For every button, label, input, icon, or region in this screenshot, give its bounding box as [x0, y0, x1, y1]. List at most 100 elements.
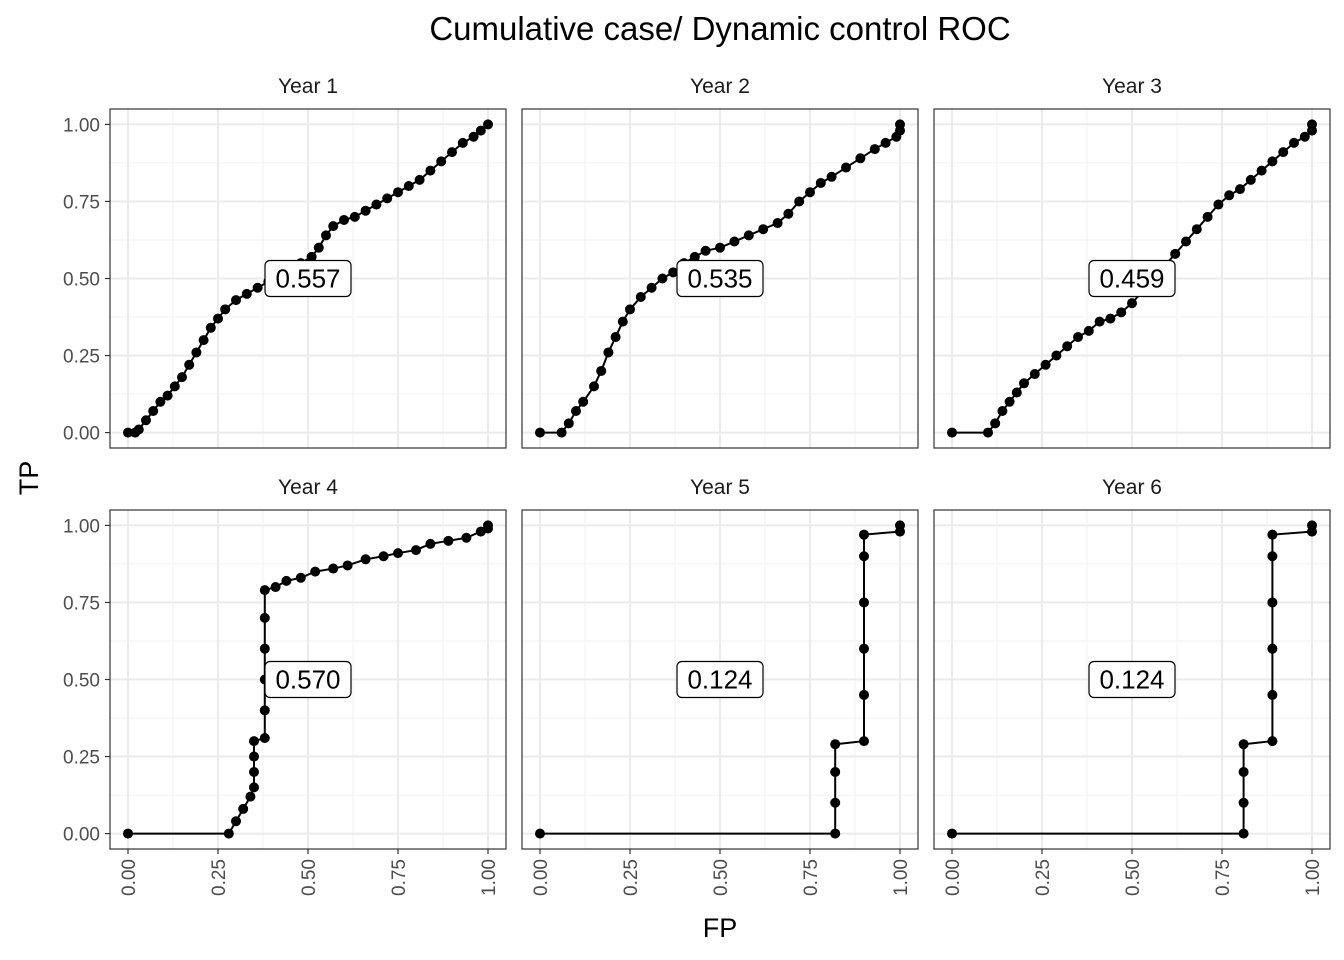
roc-point: [895, 119, 905, 130]
roc-point: [635, 291, 646, 302]
roc-point: [425, 538, 436, 549]
auc-label-box: [1088, 259, 1176, 298]
roc-point: [859, 597, 869, 608]
roc-point: [1299, 131, 1310, 142]
x-tick-label: 1.00: [891, 859, 912, 896]
y-tick-label: 0.25: [63, 748, 100, 769]
roc-point: [715, 242, 725, 253]
roc-point: [270, 582, 281, 593]
roc-point: [360, 554, 371, 565]
roc-point: [1004, 396, 1015, 407]
roc-point: [1094, 316, 1105, 327]
roc-point: [425, 165, 436, 176]
roc-point: [245, 791, 256, 802]
roc-point: [589, 381, 599, 392]
roc-point: [205, 322, 216, 333]
roc-point: [213, 313, 223, 324]
roc-point: [259, 612, 270, 623]
roc-point: [475, 125, 486, 136]
roc-point: [1238, 766, 1249, 777]
panel-border: [933, 108, 1331, 449]
roc-point: [457, 137, 468, 148]
roc-point: [281, 575, 292, 586]
roc-point: [880, 137, 891, 148]
x-tick-label: 1.00: [479, 859, 500, 896]
roc-point: [859, 551, 869, 562]
roc-point: [556, 427, 567, 438]
roc-point: [468, 131, 479, 142]
roc-point: [220, 304, 231, 315]
roc-point: [794, 196, 805, 207]
x-axis-title: FP: [703, 913, 738, 943]
roc-point: [758, 224, 769, 235]
roc-point: [603, 347, 614, 358]
auc-label: 0.124: [1099, 665, 1164, 695]
roc-point: [625, 304, 635, 315]
roc-point: [342, 560, 353, 571]
roc-point: [983, 427, 993, 438]
roc-point: [743, 230, 754, 241]
roc-point: [596, 365, 607, 376]
x-tick-label: 0.25: [1033, 859, 1054, 896]
roc-point: [313, 242, 324, 253]
roc-point: [689, 251, 700, 262]
y-tick-label: 0.50: [63, 270, 100, 291]
roc-point: [169, 381, 180, 392]
roc-point: [1267, 597, 1278, 608]
panels: Year 1 0.557 0.00 0.25 0.50 0.75 1.00 Year 2 0.5…: [63, 75, 1331, 896]
roc-point: [393, 187, 403, 198]
y-tick-label: 0.75: [63, 192, 100, 213]
roc-point: [869, 144, 880, 155]
roc-point: [729, 236, 740, 247]
y-tick-label: 0.50: [63, 671, 100, 692]
roc-point: [610, 332, 621, 343]
roc-point: [578, 396, 589, 407]
roc-point: [483, 119, 493, 130]
roc-point: [238, 803, 249, 814]
roc-point: [1289, 137, 1299, 148]
panel-title: Year 1: [278, 75, 338, 98]
roc-point: [461, 532, 472, 543]
panel-title: Year 3: [1102, 75, 1162, 98]
y-tick-label: 0.00: [63, 424, 100, 445]
roc-point: [571, 406, 581, 417]
y-tick-label: 0.75: [63, 593, 100, 614]
roc-point: [1267, 736, 1278, 747]
x-tick-label: 0.50: [299, 859, 320, 896]
roc-point: [378, 551, 389, 562]
roc-point: [830, 766, 841, 777]
roc-point: [1170, 248, 1181, 259]
roc-point: [1238, 797, 1249, 808]
roc-point: [1051, 350, 1062, 361]
roc-point: [668, 267, 679, 278]
roc-point: [339, 214, 349, 225]
x-tick-label: 0.75: [1213, 859, 1234, 896]
roc-point: [191, 347, 202, 358]
roc-point: [1267, 156, 1278, 167]
roc-point: [1073, 332, 1083, 343]
roc-point: [259, 643, 270, 654]
roc-point: [184, 359, 195, 370]
roc-point: [349, 211, 360, 222]
roc-point: [403, 181, 414, 192]
roc-point: [841, 162, 851, 173]
roc-point: [1083, 325, 1094, 336]
x-tick-label: 0.50: [711, 859, 732, 896]
roc-point: [310, 566, 321, 577]
x-tick-label: 0.00: [531, 859, 552, 896]
panel-year-6: Year 6 0.124 0.00 0.25 0.50 0.75 1.00: [933, 476, 1331, 896]
roc-point: [249, 766, 259, 777]
roc-point: [1267, 689, 1278, 700]
roc-point: [382, 193, 393, 204]
roc-point: [859, 529, 869, 540]
roc-point: [223, 828, 234, 839]
roc-point: [249, 782, 259, 793]
roc-point: [657, 273, 668, 284]
roc-point: [1040, 359, 1051, 370]
panel-title: Year 6: [1102, 476, 1162, 499]
auc-label: 0.570: [275, 665, 340, 695]
roc-point: [1307, 520, 1317, 531]
roc-point: [177, 372, 187, 383]
roc-point: [123, 427, 133, 438]
roc-point: [1019, 378, 1029, 389]
